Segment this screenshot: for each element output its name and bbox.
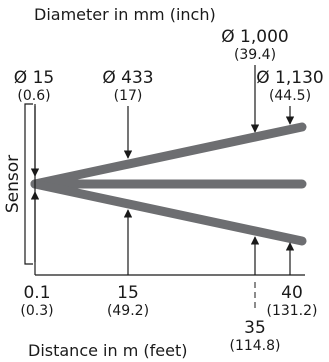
distance-title: Distance in m (feet): [28, 341, 187, 360]
diameter-sub-3: (39.4): [234, 47, 276, 63]
distance-sub-3: (114.8): [229, 338, 280, 354]
distance-label-1: 0.1: [23, 283, 50, 303]
distance-label-2: 15: [117, 283, 139, 303]
diameter-title: Diameter in mm (inch): [34, 5, 216, 24]
sensor-label: Sensor: [3, 155, 23, 213]
diameter-sub-1: (0.6): [17, 88, 50, 104]
diameter-label-3: Ø 1,000: [221, 27, 288, 47]
diameter-label-2: Ø 433: [102, 68, 153, 88]
distance-sub-4: (131.2): [266, 303, 317, 319]
beam-lower-edge: [30, 179, 307, 246]
distance-label-4: 40: [281, 283, 303, 303]
sensor-bracket: [24, 103, 33, 265]
diameter-sub-4: (44.5): [269, 88, 311, 104]
diameter-sub-2: (17): [114, 88, 143, 104]
distance-label-3: 35: [244, 318, 266, 338]
diameter-label-1: Ø 15: [14, 68, 54, 88]
distance-sub-1: (0.3): [20, 303, 53, 319]
beam-upper-edge: [30, 122, 307, 189]
distance-sub-2: (49.2): [107, 303, 149, 319]
diameter-label-4: Ø 1,130: [256, 68, 323, 88]
